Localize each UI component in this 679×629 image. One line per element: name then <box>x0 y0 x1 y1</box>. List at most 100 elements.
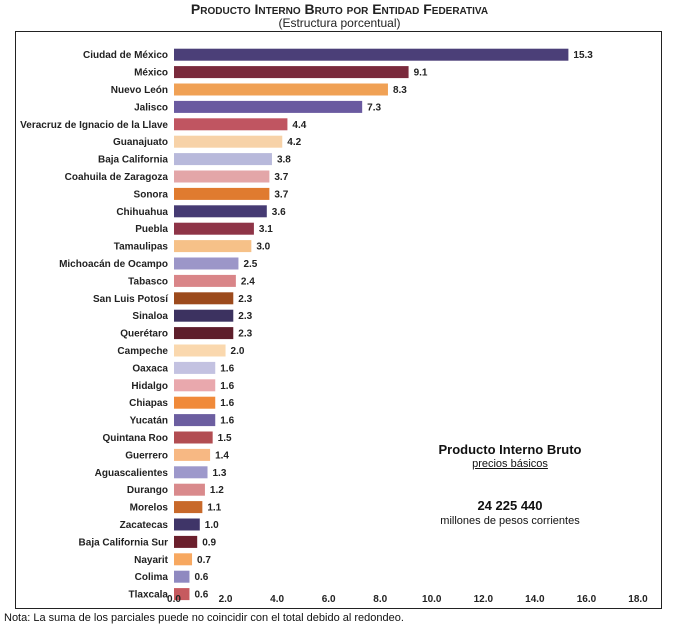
value-label: 1.6 <box>220 381 234 392</box>
value-label: 0.7 <box>197 555 211 566</box>
value-label: 3.7 <box>274 172 288 183</box>
category-label: Quintana Roo <box>102 433 168 444</box>
bar <box>174 83 388 96</box>
bar <box>174 466 208 479</box>
bar <box>174 100 363 113</box>
bar <box>174 570 190 583</box>
value-label: 1.3 <box>213 468 227 479</box>
bar <box>174 170 270 183</box>
category-label: Guanajuato <box>113 137 168 148</box>
value-label: 4.4 <box>292 120 306 131</box>
category-label: Aguascalientes <box>95 468 169 479</box>
chart-frame <box>15 31 662 609</box>
value-label: 1.4 <box>215 450 229 461</box>
category-label: Sonora <box>134 189 169 200</box>
category-label: Baja California Sur <box>79 537 169 548</box>
value-label: 1.6 <box>220 363 234 374</box>
bar <box>174 118 288 131</box>
value-label: 2.0 <box>231 346 245 357</box>
value-label: 3.8 <box>277 155 291 166</box>
category-label: Sinaloa <box>132 311 168 322</box>
category-label: Tamaulipas <box>114 242 169 253</box>
bar <box>174 501 203 514</box>
x-tick-label: 2.0 <box>219 594 233 605</box>
x-tick-label: 18.0 <box>628 594 648 605</box>
category-label: Colima <box>135 572 169 583</box>
category-label: Tabasco <box>128 276 168 287</box>
bar <box>174 396 216 409</box>
bar <box>174 414 216 427</box>
category-label: Jalisco <box>134 102 168 113</box>
category-label: Tlaxcala <box>129 590 169 601</box>
value-label: 2.3 <box>238 294 252 305</box>
info-subtitle: precios básicos <box>472 458 548 470</box>
value-label: 0.6 <box>194 572 208 583</box>
bar <box>174 553 193 566</box>
category-label: Nayarit <box>134 555 169 566</box>
bar <box>174 222 254 235</box>
bar <box>174 240 252 253</box>
value-label: 2.4 <box>241 276 255 287</box>
bar <box>174 518 200 531</box>
category-label: Zacatecas <box>120 520 169 531</box>
value-label: 4.2 <box>287 137 301 148</box>
bar <box>174 379 216 392</box>
bar <box>174 292 234 305</box>
value-label: 9.1 <box>414 68 428 79</box>
x-tick-label: 8.0 <box>373 594 387 605</box>
bar <box>174 535 198 548</box>
x-tick-label: 0.0 <box>167 594 181 605</box>
bar <box>174 48 569 61</box>
category-label: Puebla <box>135 224 168 235</box>
category-label: Durango <box>127 485 168 496</box>
bar <box>174 66 409 79</box>
value-label: 0.6 <box>194 590 208 601</box>
category-label: Michoacán de Ocampo <box>59 259 168 270</box>
bar <box>174 153 272 166</box>
chart-title: Producto Interno Bruto por Entidad Feder… <box>190 1 489 17</box>
category-label: Veracruz de Ignacio de la Llave <box>20 120 168 131</box>
x-tick-label: 16.0 <box>577 594 597 605</box>
bar <box>174 344 226 357</box>
x-tick-label: 6.0 <box>322 594 336 605</box>
value-label: 1.2 <box>210 485 224 496</box>
x-tick-label: 4.0 <box>270 594 284 605</box>
category-label: Nuevo León <box>111 85 168 96</box>
value-label: 1.6 <box>220 416 234 427</box>
value-label: 3.7 <box>274 189 288 200</box>
category-label: Guerrero <box>125 450 168 461</box>
category-label: México <box>134 68 168 79</box>
bar <box>174 205 267 218</box>
info-box: Producto Interno Bruto precios básicos 2… <box>420 442 600 527</box>
x-tick-label: 14.0 <box>525 594 545 605</box>
bar <box>174 257 239 270</box>
bar <box>174 588 190 601</box>
value-label: 2.5 <box>243 259 257 270</box>
bar <box>174 187 270 200</box>
value-label: 1.5 <box>218 433 232 444</box>
info-title: Producto Interno Bruto <box>438 442 582 457</box>
footnote: Nota: La suma de los parciales puede no … <box>4 612 404 624</box>
category-label: Ciudad de México <box>83 50 168 61</box>
category-label: Oaxaca <box>132 363 168 374</box>
bar <box>174 431 213 444</box>
info-units: millones de pesos corrientes <box>440 515 580 527</box>
category-label: Chihuahua <box>116 207 168 218</box>
category-label: San Luis Potosí <box>93 294 169 305</box>
bar <box>174 274 236 287</box>
bar <box>174 361 216 374</box>
value-label: 8.3 <box>393 85 407 96</box>
value-label: 0.9 <box>202 537 216 548</box>
category-label: Coahuila de Zaragoza <box>65 172 169 183</box>
value-label: 3.6 <box>272 207 286 218</box>
value-label: 2.3 <box>238 329 252 340</box>
value-label: 7.3 <box>367 102 381 113</box>
info-total: 24 225 440 <box>477 498 543 513</box>
value-label: 2.3 <box>238 311 252 322</box>
value-label: 1.1 <box>207 503 221 514</box>
category-label: Querétaro <box>120 329 168 340</box>
value-label: 1.0 <box>205 520 219 531</box>
category-label: Chiapas <box>129 398 168 409</box>
x-tick-label: 12.0 <box>474 594 494 605</box>
